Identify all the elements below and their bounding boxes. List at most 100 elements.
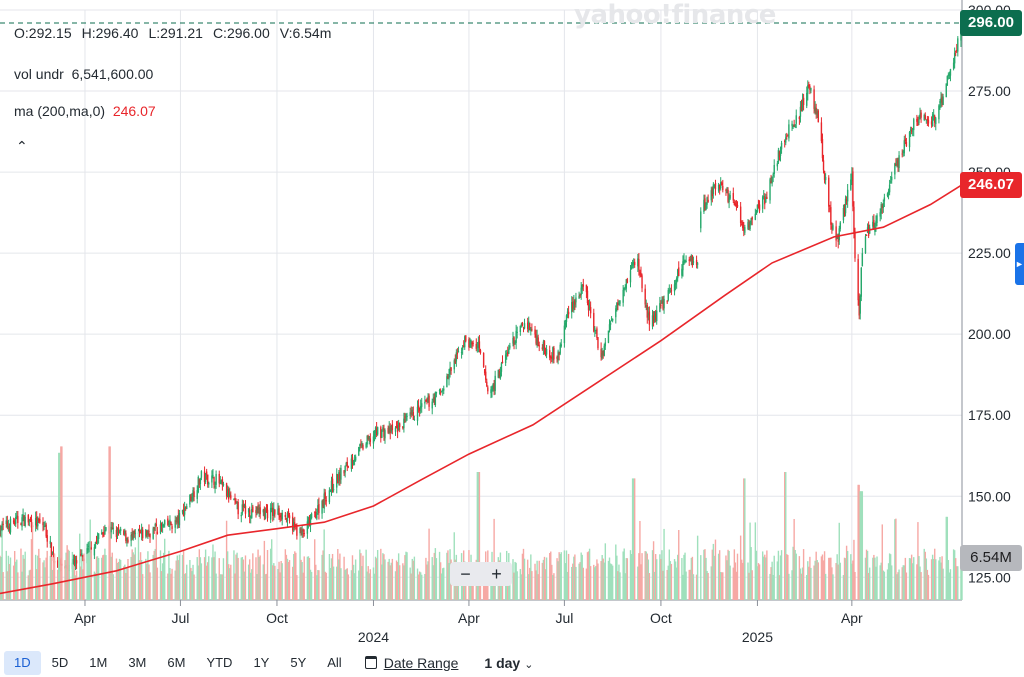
volume-bar	[560, 552, 562, 600]
candle-body	[351, 457, 354, 463]
side-panel-toggle[interactable]: ►	[1015, 243, 1024, 285]
candle-body	[710, 190, 712, 201]
candle-body	[5, 520, 7, 524]
candle-body	[199, 478, 202, 484]
candle-body	[935, 118, 937, 125]
candle-body	[629, 270, 632, 283]
volume-bar	[850, 554, 852, 600]
volume-bar	[233, 550, 235, 600]
candle-body	[559, 344, 561, 354]
zoom-out-button[interactable]: −	[460, 564, 471, 584]
volume-bar	[832, 574, 834, 600]
candle-body	[460, 351, 463, 353]
volume-bar	[744, 478, 746, 600]
candle-body	[523, 323, 526, 329]
volume-bar	[161, 563, 164, 600]
candle-body	[374, 427, 377, 434]
candle-body	[756, 204, 759, 213]
volume-bar	[831, 567, 833, 600]
candle-body	[397, 422, 400, 431]
volume-bar	[663, 528, 665, 600]
candle-body	[1, 523, 3, 532]
candle-body	[500, 363, 503, 372]
candle-body	[553, 347, 555, 360]
volume-bar	[756, 566, 759, 600]
volume-bar	[203, 557, 206, 600]
volume-bar	[659, 554, 661, 600]
range-button-6m[interactable]: 6M	[167, 654, 186, 670]
candle-body	[726, 191, 728, 193]
volume-bar	[424, 574, 426, 600]
candle-body	[372, 436, 375, 444]
date-range-button[interactable]: Date Range	[364, 655, 458, 671]
candle-body	[626, 278, 629, 283]
candle-body	[700, 211, 702, 229]
range-button-5y[interactable]: 5Y	[290, 654, 307, 670]
candle-body	[717, 184, 720, 191]
range-button-1m[interactable]: 1M	[89, 654, 108, 670]
volume-bar	[816, 560, 818, 600]
zoom-controls: − +	[450, 562, 512, 586]
range-button-1d[interactable]: 1D	[4, 650, 41, 675]
candle-body	[434, 392, 437, 405]
volume-bar	[73, 566, 76, 600]
candle-body	[779, 148, 782, 156]
volume-bar	[409, 567, 411, 600]
candle-body	[446, 376, 448, 388]
volume-bar	[384, 559, 386, 600]
candle-body	[817, 110, 819, 123]
stock-chart[interactable]: 300.00275.00250.00225.00200.00175.00150.…	[0, 0, 1024, 648]
range-button-1y[interactable]: 1Y	[253, 654, 270, 670]
candle-body	[174, 520, 176, 528]
candle-body	[776, 163, 779, 167]
volume-bar	[750, 547, 752, 600]
candle-body	[769, 179, 771, 201]
volume-bar	[949, 569, 952, 600]
candle-body	[181, 509, 184, 513]
candle-body	[556, 356, 558, 359]
candle-body	[369, 438, 372, 442]
zoom-in-button[interactable]: +	[491, 564, 502, 584]
volume-bar	[156, 567, 159, 600]
candle-body	[758, 204, 761, 211]
volume-bar	[935, 559, 937, 600]
candle-body	[343, 470, 345, 474]
volume-bar	[652, 541, 655, 600]
volume-bar	[911, 563, 914, 600]
volume-bar	[12, 565, 15, 600]
candle-body	[299, 528, 301, 536]
candle-body	[809, 86, 811, 90]
range-button-all[interactable]: All	[327, 654, 342, 670]
candle-body	[780, 143, 783, 150]
candle-body	[637, 258, 639, 267]
volume-bar	[212, 544, 214, 600]
candle-body	[684, 260, 686, 262]
candle-body	[727, 189, 729, 202]
volume-bar	[61, 446, 63, 600]
candle-body	[552, 347, 554, 361]
candle-body	[131, 533, 133, 537]
chart-canvas[interactable]: 300.00275.00250.00225.00200.00175.00150.…	[0, 0, 1024, 648]
candle-body	[630, 266, 633, 270]
volume-bar	[20, 548, 22, 600]
last-close-badge: 296.00	[960, 9, 1022, 36]
volume-bar	[927, 574, 930, 600]
range-button-ytd[interactable]: YTD	[206, 654, 233, 670]
candle-body	[689, 258, 691, 261]
chevron-up-icon[interactable]: ⌃	[16, 138, 28, 154]
volume-bar	[551, 564, 553, 600]
candle-body	[95, 540, 98, 542]
ma-legend: ma (200,ma,0) 246.07	[14, 103, 156, 119]
range-button-3m[interactable]: 3M	[128, 654, 147, 670]
range-button-5d[interactable]: 5D	[51, 654, 69, 670]
candle-body	[654, 313, 657, 321]
candle-body	[823, 171, 826, 180]
candle-body	[589, 307, 592, 314]
candle-body	[777, 150, 780, 163]
candle-body	[388, 426, 390, 433]
volume-bar	[604, 543, 607, 600]
volume-bar	[842, 575, 845, 600]
volume-bar	[138, 560, 141, 600]
candle-body	[794, 124, 796, 128]
interval-selector[interactable]: 1 day ⌄	[484, 655, 533, 671]
